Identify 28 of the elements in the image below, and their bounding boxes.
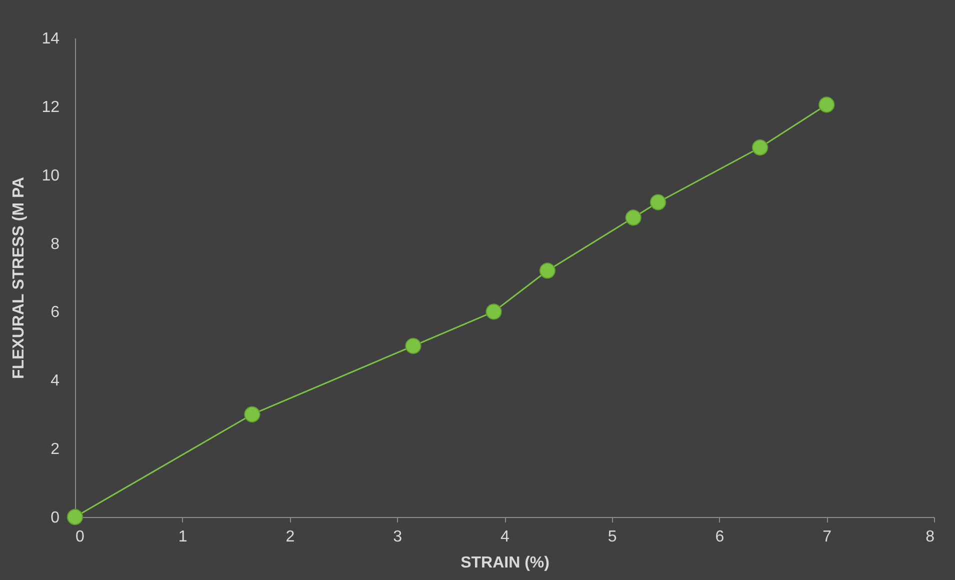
point <box>625 210 642 226</box>
x-tick-label: 1 <box>178 528 188 546</box>
x-tick-label: 4 <box>500 528 510 546</box>
point <box>752 139 768 156</box>
point <box>244 406 260 422</box>
point <box>818 96 835 113</box>
x-tick-label: 2 <box>286 528 295 546</box>
x-tick-label: 6 <box>715 528 724 546</box>
x-axis-title: STRAIN (%) <box>460 554 550 572</box>
x-tick-label: 7 <box>822 528 832 546</box>
point <box>66 508 84 526</box>
y-tick-label: 10 <box>42 167 60 184</box>
x-tick-label: 8 <box>926 528 935 546</box>
y-tick-label: 8 <box>50 236 60 253</box>
point <box>650 194 666 210</box>
point <box>539 262 556 279</box>
y-tick-label: 2 <box>50 441 60 458</box>
y-tick-label: 12 <box>42 98 60 116</box>
point <box>405 338 422 354</box>
point <box>486 304 502 320</box>
x-tick-label: 5 <box>608 528 617 546</box>
y-axis-title: FLEXURAL STRESS (M PA <box>10 176 28 380</box>
y-tick-label: 14 <box>42 30 60 48</box>
y-tick-label: 0 <box>50 510 60 526</box>
x-tick-label: 0 <box>76 528 84 546</box>
y-tick-label: 6 <box>50 304 60 322</box>
x-tick-label: 3 <box>393 528 402 546</box>
y-tick-label: 4 <box>50 372 60 390</box>
